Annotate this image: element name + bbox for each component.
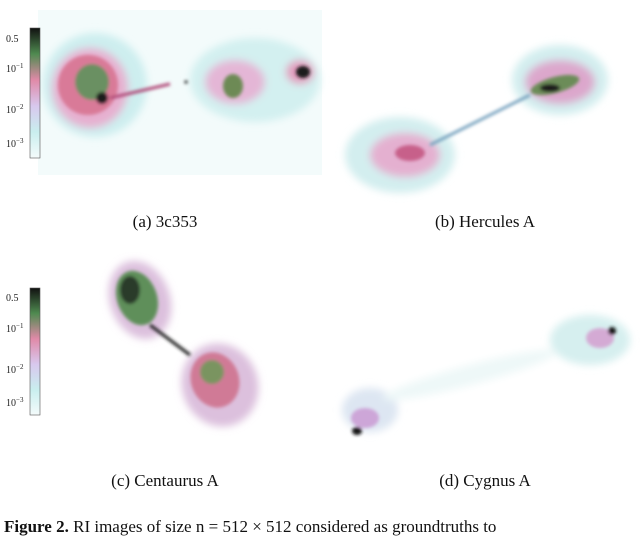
label-exponent: −1	[16, 62, 24, 70]
label-base: 10	[6, 324, 16, 335]
colorbar	[29, 27, 41, 159]
label-exponent: −2	[16, 363, 24, 371]
colorbar	[29, 287, 41, 416]
label-exponent: −1	[16, 322, 24, 330]
label-base: 0.5	[6, 34, 19, 45]
figure-caption: Figure 2. RI images of size n = 512 × 51…	[4, 517, 496, 536]
caption-text: RI images of size n = 512 × 512 consider…	[73, 517, 496, 536]
label-exponent: −2	[16, 103, 24, 111]
colorbar-label: 10−3	[6, 396, 24, 409]
label-base: 10	[6, 64, 16, 75]
colorbar-label: 10−1	[6, 62, 24, 75]
colorbar-label: 0.5	[6, 293, 19, 304]
colorbar-label: 10−3	[6, 137, 24, 150]
colorbar-label: 10−2	[6, 103, 24, 116]
label-exponent: −3	[16, 396, 24, 404]
panel-caption: (c) Centaurus A	[111, 471, 219, 490]
image-cygnus-a	[342, 315, 630, 435]
label-base: 10	[6, 398, 16, 409]
label-exponent: −3	[16, 137, 24, 145]
colorbar-label: 10−2	[6, 363, 24, 376]
label-base: 10	[6, 365, 16, 376]
caption-label: Figure 2.	[4, 517, 69, 536]
colorbar-label: 10−1	[6, 322, 24, 335]
image-centaurus-a	[108, 261, 259, 427]
image-3c353	[38, 10, 322, 175]
label-base: 10	[6, 105, 16, 116]
image-hercules-a	[345, 45, 608, 193]
label-base: 0.5	[6, 293, 19, 304]
panel-caption: (d) Cygnus A	[439, 471, 531, 490]
panel-caption: (a) 3c353	[133, 212, 198, 231]
colorbar-label: 0.5	[6, 34, 19, 45]
panel-caption: (b) Hercules A	[435, 212, 536, 231]
label-base: 10	[6, 139, 16, 150]
